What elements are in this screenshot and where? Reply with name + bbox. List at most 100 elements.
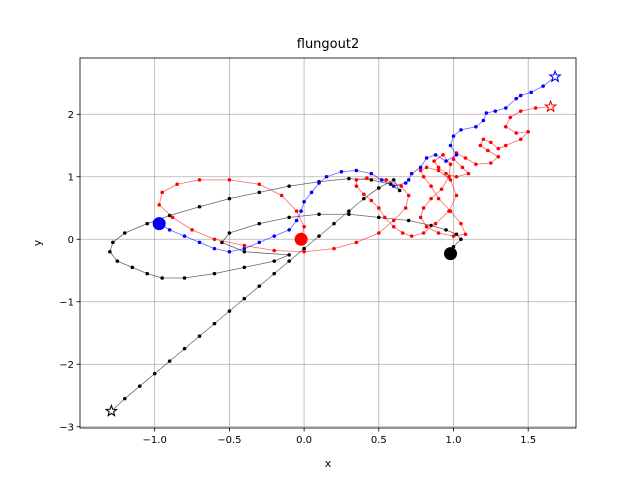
- trajectory-point: [459, 128, 463, 132]
- trajectory-point: [309, 190, 314, 195]
- x-axis-label: x: [325, 457, 332, 470]
- trajectory-point: [272, 248, 277, 253]
- trajectory-point: [451, 234, 456, 238]
- trajectory-point: [354, 240, 359, 245]
- trajectory-point: [197, 204, 202, 209]
- trajectory-point: [432, 159, 436, 163]
- end-circle-marker: [152, 217, 166, 231]
- trajectory-point: [409, 171, 414, 176]
- trajectory-point: [451, 134, 456, 138]
- trajectory-point: [294, 218, 299, 223]
- trajectory-point: [424, 165, 429, 170]
- trajectory-point: [463, 232, 468, 237]
- trajectory-point: [332, 246, 336, 251]
- ticks: −1.0 −0.5 0.0 0.5 1.0 1.5 −3 −2 −1 0 1 2: [59, 110, 536, 446]
- trajectory-point: [347, 209, 351, 213]
- trajectory-point: [418, 215, 423, 220]
- trajectory-point: [481, 137, 486, 142]
- trajectory-point: [123, 396, 127, 401]
- trajectory-point: [429, 196, 433, 201]
- trajectory-point: [503, 106, 508, 110]
- trajectory-point: [302, 224, 306, 229]
- trajectory-point: [496, 146, 501, 151]
- trajectory-point: [448, 178, 453, 182]
- trajectory-point: [130, 265, 135, 270]
- trajectory-point: [317, 212, 321, 217]
- y-tick-label: −2: [59, 360, 74, 371]
- trajectory-point: [115, 259, 120, 263]
- trajectory-point: [503, 124, 508, 129]
- trajectory-point: [454, 153, 459, 157]
- start-star-marker: [543, 99, 558, 113]
- trajectory-point: [459, 237, 463, 242]
- trajectory-point: [460, 165, 465, 170]
- x-tick-label: 0.5: [371, 435, 387, 446]
- trajectory-point: [137, 384, 142, 388]
- trajectory-point: [447, 174, 451, 179]
- trajectory-point: [108, 249, 112, 254]
- trajectory-point: [160, 276, 164, 280]
- trajectory-point: [272, 234, 277, 238]
- trajectory-point: [220, 240, 224, 245]
- trajectory-point: [182, 234, 187, 238]
- trajectory-point: [160, 190, 164, 195]
- trajectory-point: [459, 221, 463, 226]
- trajectory-point: [478, 143, 483, 148]
- trajectory-point: [299, 209, 303, 213]
- trajectory-point: [376, 186, 381, 190]
- trajectory-point: [287, 259, 291, 263]
- end-circle-marker: [444, 247, 458, 261]
- trajectory-point: [424, 156, 429, 160]
- trajectory-point: [111, 240, 115, 245]
- y-tick-label: 0: [68, 235, 74, 246]
- trajectory-point: [429, 184, 433, 188]
- trajectory-point: [287, 215, 291, 220]
- trajectory-point: [541, 84, 545, 88]
- trajectory-point: [433, 221, 438, 226]
- trajectory-point: [182, 276, 187, 280]
- trajectory-point: [197, 334, 202, 338]
- trajectory-point: [397, 188, 402, 193]
- trajectory-point: [287, 253, 291, 257]
- x-tick-label: −0.5: [217, 435, 241, 446]
- trajectory-point: [444, 171, 448, 176]
- trajectory-point: [167, 359, 172, 363]
- trajectory-point: [403, 206, 408, 210]
- trajectory-point: [518, 93, 523, 98]
- trajectory-point: [339, 169, 344, 174]
- trajectory-point: [197, 240, 202, 245]
- y-tick-label: 2: [68, 110, 74, 121]
- trajectory-point: [332, 221, 336, 226]
- trajectory-point: [190, 228, 194, 232]
- trajectory-point: [463, 156, 468, 160]
- trajectory-point: [362, 192, 366, 197]
- trajectory-point: [369, 171, 374, 176]
- trajectory-point: [503, 143, 508, 148]
- trajectory-point: [454, 174, 459, 179]
- trajectory-point: [454, 193, 459, 198]
- trajectory-point: [466, 171, 471, 176]
- black-trajectory: [104, 176, 463, 417]
- trajectory-point: [227, 249, 232, 254]
- trajectory-point: [496, 154, 501, 159]
- trajectory-point: [197, 178, 202, 182]
- trajectory-point: [421, 206, 426, 210]
- trajectory-point: [508, 115, 513, 120]
- trajectory-point: [474, 124, 478, 129]
- trajectory-point: [436, 165, 441, 170]
- y-tick-label: 1: [68, 172, 74, 183]
- trajectory-point: [376, 206, 381, 210]
- trajectory-line: [158, 106, 551, 253]
- trajectory-point: [514, 96, 519, 101]
- x-tick-label: 0.0: [296, 435, 312, 446]
- trajectory-point: [227, 309, 232, 313]
- trajectory-point: [152, 371, 157, 376]
- x-tick-label: 1.0: [446, 435, 462, 446]
- trajectory-point: [302, 246, 306, 251]
- trajectory-point: [167, 213, 172, 218]
- trajectory-point: [242, 243, 247, 248]
- trajectory-point: [242, 246, 247, 251]
- trajectory-point: [272, 259, 277, 263]
- trajectory-point: [403, 181, 408, 185]
- trajectory-point: [533, 106, 538, 110]
